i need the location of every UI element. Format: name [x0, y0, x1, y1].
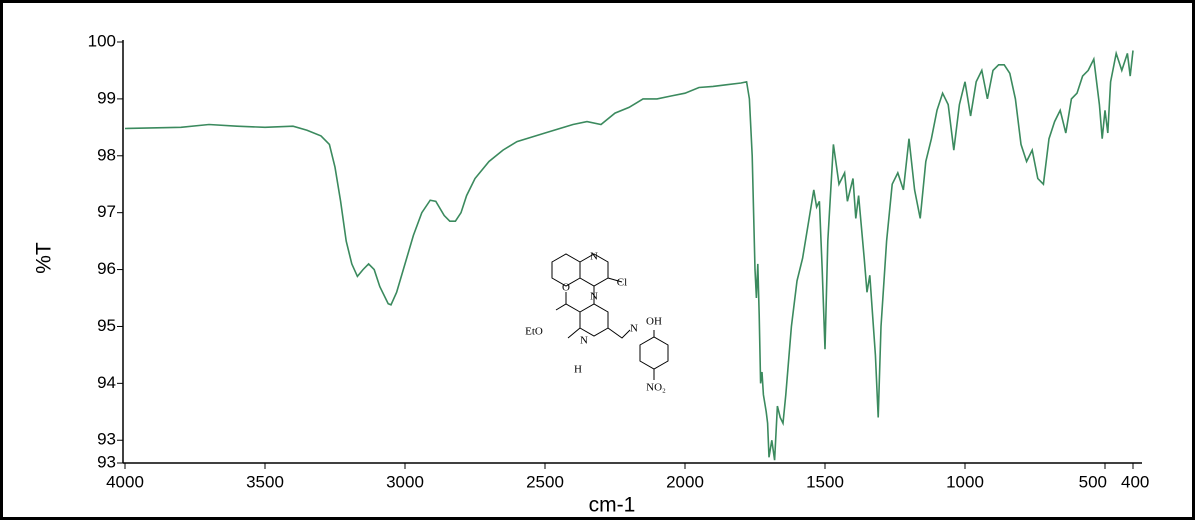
x-tick-label: 400 — [1121, 472, 1149, 491]
x-tick-label: 3000 — [386, 472, 424, 491]
x-axis-label: cm-1 — [589, 494, 636, 517]
structure-label: N — [580, 335, 588, 347]
x-tick-label: 2500 — [526, 472, 564, 491]
y-axis-label: %T — [33, 242, 56, 274]
y-tick-label: 93 — [97, 452, 116, 471]
y-tick-label: 98 — [97, 145, 116, 164]
x-tick-label: 1000 — [946, 472, 984, 491]
y-tick-label: 93 — [97, 430, 116, 449]
structure-label: EtO — [525, 326, 543, 338]
structure — [551, 253, 669, 380]
y-tick-label: 94 — [97, 373, 116, 392]
structure-label: H — [574, 364, 582, 376]
x-tick-label: 500 — [1079, 472, 1107, 491]
structure-label: O — [562, 282, 570, 294]
y-tick-label: 96 — [97, 259, 116, 278]
y-tick-label: 95 — [97, 316, 116, 335]
x-tick-label: 3500 — [246, 472, 284, 491]
structure-label: N — [590, 251, 598, 263]
y-tick-label: 100 — [88, 31, 116, 50]
structure-label: N — [590, 291, 598, 303]
x-tick-label: 1500 — [806, 472, 844, 491]
structure-label: NO₂ — [646, 382, 666, 394]
structure-label: OH — [646, 316, 662, 328]
spectrum-line — [124, 50, 1134, 461]
y-tick-label: 99 — [97, 88, 116, 107]
structure-label: Cl — [617, 277, 627, 289]
structure-label: N — [630, 323, 638, 335]
x-tick-label: 4000 — [106, 472, 144, 491]
x-tick-label: 2000 — [666, 472, 704, 491]
y-tick-label: 97 — [97, 202, 116, 221]
